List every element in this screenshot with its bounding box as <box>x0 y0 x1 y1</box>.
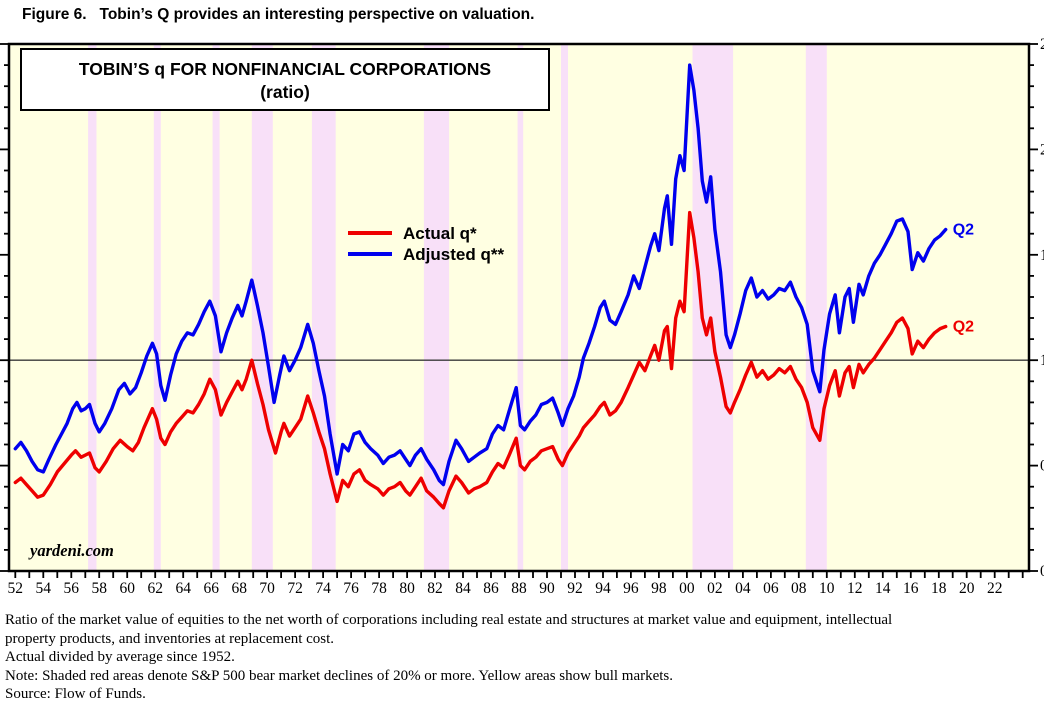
x-tick-label: 18 <box>931 580 947 597</box>
footnote-line: Ratio of the market value of equities to… <box>5 612 893 628</box>
x-tick-label: 64 <box>175 580 191 597</box>
y-tick-label: 2.0 <box>1040 141 1044 158</box>
x-tick-label: 04 <box>735 580 751 597</box>
x-tick-label: 90 <box>539 580 555 597</box>
plot-border <box>7 42 1031 573</box>
y-axis-right: 0.0 0.5 1.0 1.5 2.0 2.5 <box>1029 36 1044 580</box>
y-tick-label: 2.5 <box>1040 36 1044 53</box>
tobins-q-chart: 52 54 56 58 60 62 64 66 68 70 72 74 76 78 80 82 84 86 88 90… <box>0 36 1044 597</box>
x-tick-label: 80 <box>399 580 415 597</box>
x-tick-label: 66 <box>203 580 219 597</box>
end-label-adjusted-q2: Q2 <box>953 222 974 239</box>
bear-market-band <box>212 44 220 571</box>
footnote-line: Actual divided by average since 1952. <box>5 649 235 666</box>
x-tick-label: 84 <box>455 580 471 597</box>
bear-market-band <box>805 44 827 571</box>
chart-title-box: TOBIN’S q FOR NONFINANCIAL CORPORATIONS … <box>20 48 550 111</box>
end-label-actual-q2: Q2 <box>953 319 974 336</box>
y-tick-label: 1.0 <box>1040 352 1044 369</box>
bear-market-band <box>517 44 524 571</box>
y-axis-left <box>0 43 9 572</box>
footnote-line: Note: Shaded red areas denote S&P 500 be… <box>5 667 674 684</box>
x-tick-label: 74 <box>315 580 331 597</box>
bear-market-band <box>153 44 161 571</box>
footnotes: Ratio of the market value of equities to… <box>5 611 1043 704</box>
chart-title-line2: (ratio) <box>260 82 310 102</box>
y-tick-label: 1.5 <box>1040 247 1044 264</box>
footnote-line: property products, and inventories at re… <box>5 630 335 647</box>
line-adjusted-q <box>13 63 948 487</box>
x-tick-label: 10 <box>819 580 835 597</box>
x-tick-label: 20 <box>959 580 975 597</box>
x-tick-label: 14 <box>875 580 891 597</box>
y-tick-label: 0.0 <box>1040 563 1044 580</box>
x-tick-label: 96 <box>623 580 639 597</box>
x-tick-label: 92 <box>567 580 583 597</box>
x-tick-label: 54 <box>36 580 52 597</box>
line-actual-q <box>13 210 948 510</box>
legend-label-adjusted-q: Adjusted q** <box>403 245 504 264</box>
series-lines <box>13 63 948 510</box>
y-tick-label: 0.5 <box>1040 458 1044 475</box>
x-tick-label: 08 <box>791 580 807 597</box>
x-tick-label: 22 <box>987 580 1003 597</box>
x-tick-label: 16 <box>903 580 919 597</box>
x-tick-label: 06 <box>763 580 779 597</box>
x-tick-label: 68 <box>231 580 247 597</box>
x-tick-label: 56 <box>64 580 80 597</box>
bear-market-band <box>88 44 97 571</box>
x-tick-label: 82 <box>427 580 443 597</box>
bear-market-band <box>251 44 273 571</box>
x-tick-label: 94 <box>595 580 611 597</box>
x-tick-label: 78 <box>371 580 387 597</box>
x-tick-label: 62 <box>147 580 163 597</box>
x-tick-label: 60 <box>119 580 135 597</box>
x-tick-label: 02 <box>707 580 723 597</box>
x-tick-label: 12 <box>847 580 863 597</box>
x-tick-label: 58 <box>91 580 107 597</box>
footnote-line: Source: Flow of Funds. <box>5 686 146 703</box>
bear-market-band <box>561 44 568 571</box>
x-tick-label: 52 <box>8 580 24 597</box>
x-tick-label: 70 <box>259 580 275 597</box>
x-tick-label: 86 <box>483 580 499 597</box>
x-tick-label: 72 <box>287 580 303 597</box>
bear-market-band <box>311 44 336 571</box>
legend: Actual q* Adjusted q** <box>348 224 504 264</box>
x-tick-label: 76 <box>343 580 359 597</box>
x-tick-label: 00 <box>679 580 695 597</box>
figure-title: Figure 6. Tobin’s Q provides an interest… <box>22 6 535 23</box>
watermark: yardeni.com <box>28 541 114 560</box>
x-axis: 52 54 56 58 60 62 64 66 68 70 72 74 76 78 80 82 84 86 88 90… <box>8 571 1024 597</box>
legend-label-actual-q: Actual q* <box>403 224 477 243</box>
x-tick-label: 88 <box>511 580 527 597</box>
chart-title-line1: TOBIN’S q FOR NONFINANCIAL CORPORATIONS <box>79 59 491 79</box>
x-tick-label: 98 <box>651 580 667 597</box>
